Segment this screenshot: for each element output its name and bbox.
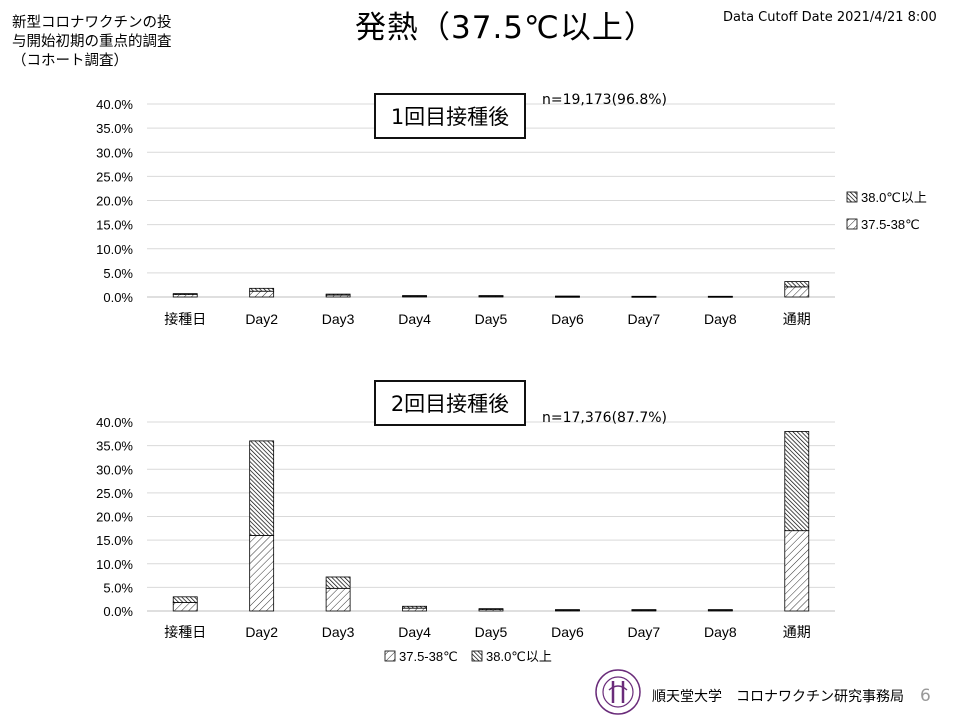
legend-swatch <box>471 650 483 662</box>
x-tick-label: 接種日 <box>164 624 206 640</box>
bar-segment <box>325 587 351 612</box>
x-tick-label: Day7 <box>628 311 661 327</box>
x-tick-label: Day5 <box>475 624 508 640</box>
bar-segment <box>631 295 657 298</box>
bar-segment <box>784 530 810 612</box>
y-tick-label: 15.0% <box>96 533 133 548</box>
y-tick-label: 5.0% <box>103 266 133 281</box>
legend-swatch <box>384 650 396 662</box>
x-tick-label: 通期 <box>783 624 811 640</box>
y-tick-label: 10.0% <box>96 557 133 572</box>
bar-segment <box>249 440 275 536</box>
chart-second-dose: 0.0% 5.0% 10.0% 15.0% 20.0% 25.0% 30.0% 35.0% 40… <box>96 415 835 640</box>
y-tick-label: 35.0% <box>96 121 133 136</box>
x-tick-label: Day2 <box>245 624 278 640</box>
bar-segment <box>172 596 198 603</box>
x-tick-label: Day4 <box>398 624 431 640</box>
x-tick-label: Day8 <box>704 624 737 640</box>
legend-label: 38.0℃以上 <box>861 190 927 205</box>
x-tick-label: 通期 <box>783 311 811 327</box>
y-tick-label: 20.0% <box>96 194 133 209</box>
y-tick-label: 0.0% <box>103 290 133 305</box>
sample-size-second: n=17,376(87.7%) <box>542 410 667 426</box>
bar-segment <box>784 281 810 288</box>
x-tick-label: Day2 <box>245 311 278 327</box>
y-tick-label: 20.0% <box>96 510 133 525</box>
bar-segment <box>707 295 733 298</box>
bar-segment <box>172 293 198 295</box>
header-subtitle: 新型コロナワクチンの投 与開始初期の重点的調査 （コホート調査） <box>12 15 172 69</box>
bar-segment <box>325 293 351 296</box>
y-tick-label: 25.0% <box>96 486 133 501</box>
data-cutoff-date: Data Cutoff Date 2021/4/21 8:00 <box>723 10 937 25</box>
page-number: 6 <box>920 686 931 706</box>
university-seal-icon <box>595 669 641 715</box>
sample-size-first: n=19,173(96.8%) <box>542 92 667 108</box>
dose-label-second: 2回目接種後 <box>374 380 526 426</box>
legend-label: 37.5-38℃ <box>399 649 458 664</box>
bar-segment <box>402 295 427 297</box>
bar-segment <box>784 286 810 298</box>
bar-segment <box>478 295 504 297</box>
legend-swatch <box>846 191 858 203</box>
x-tick-label: Day6 <box>551 624 584 640</box>
bar-segment <box>478 608 504 610</box>
y-tick-label: 40.0% <box>96 415 133 430</box>
x-tick-label: Day3 <box>322 311 355 327</box>
x-tick-label: Day6 <box>551 311 584 327</box>
y-tick-label: 30.0% <box>96 145 133 160</box>
x-tick-label: 接種日 <box>164 311 206 327</box>
y-tick-label: 30.0% <box>96 462 133 477</box>
bar-segment <box>249 287 275 292</box>
y-tick-label: 15.0% <box>96 218 133 233</box>
dose-label-first: 1回目接種後 <box>374 93 526 139</box>
legend-second-dose: 37.5-38℃ 38.0℃以上 <box>384 649 552 664</box>
x-tick-label: Day5 <box>475 311 508 327</box>
y-tick-label: 5.0% <box>103 580 133 595</box>
x-tick-label: Day8 <box>704 311 737 327</box>
bar-segment <box>784 431 810 532</box>
bar-segment <box>172 602 198 612</box>
legend-swatch <box>846 218 858 230</box>
x-tick-label: Day4 <box>398 311 431 327</box>
bar-segment <box>325 576 351 589</box>
legend-first-dose: 38.0℃以上 37.5-38℃ <box>846 190 927 232</box>
y-tick-label: 35.0% <box>96 439 133 454</box>
bar-segment <box>249 535 275 612</box>
bar-segment <box>249 290 275 298</box>
slide-title: 発熱（37.5℃以上） <box>355 10 656 46</box>
bar-segment <box>555 609 580 611</box>
y-tick-label: 40.0% <box>96 97 133 112</box>
bar-segment <box>402 607 427 612</box>
legend-label: 37.5-38℃ <box>861 217 920 232</box>
y-tick-label: 0.0% <box>103 604 133 619</box>
x-tick-label: Day3 <box>322 624 355 640</box>
bar-segment <box>555 295 580 298</box>
y-tick-label: 25.0% <box>96 169 133 184</box>
y-tick-label: 10.0% <box>96 242 133 257</box>
bar-segment <box>707 609 733 611</box>
footer-organization: 順天堂大学 コロナワクチン研究事務局 <box>652 689 904 705</box>
bar-segment <box>631 609 657 611</box>
bar-segment <box>402 605 427 609</box>
x-tick-label: Day7 <box>628 624 661 640</box>
legend-label: 38.0℃以上 <box>486 649 552 664</box>
